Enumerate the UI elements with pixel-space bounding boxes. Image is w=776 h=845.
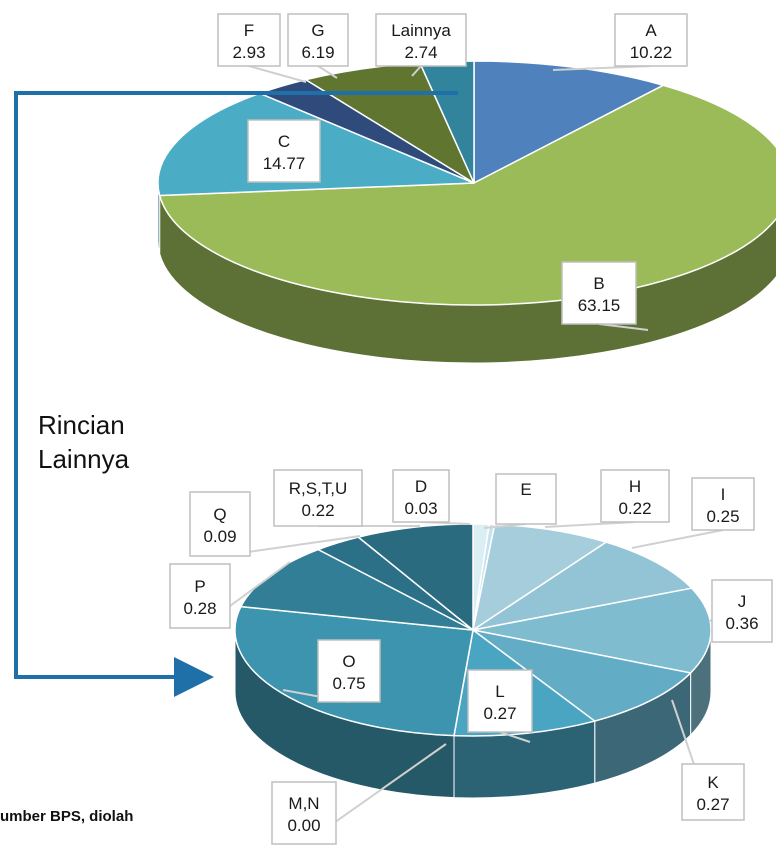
top-pie-label-name-lainnya: Lainnya	[391, 21, 451, 40]
bottom-pie-label-box-l	[467, 669, 533, 733]
bottom-pie-label-value-o: 0.75	[332, 674, 365, 693]
bottom-pie-label-name-i: I	[721, 485, 726, 504]
top-pie-label-box-f	[217, 13, 281, 67]
bottom-pie-slice-k	[472, 629, 692, 722]
top-pie-label-a: A 10.22	[552, 13, 688, 71]
top-pie-label-lainnya: Lainnya 2.74	[375, 13, 467, 77]
top-pie-label-name-g: G	[311, 21, 324, 40]
bottom-pie-label-box-h	[600, 469, 670, 523]
bottom-pie-label-name-q: Q	[213, 505, 226, 524]
bottom-pie-label-value-d: 0.03	[404, 499, 437, 518]
bottom-pie-label-name-j: J	[738, 592, 747, 611]
bottom-pie-label-i: I 0.25	[631, 477, 755, 549]
bottom-pie-label-value-m-n: 0.00	[287, 816, 320, 835]
bottom-pie-label-r-s-t-u: R,S,T,U 0.22	[273, 469, 420, 527]
top-pie-label-box-a	[614, 13, 688, 67]
bottom-pie-leader-h	[544, 521, 636, 528]
top-pie-slice-a	[473, 60, 665, 184]
bottom-pie-label-name-p: P	[194, 577, 205, 596]
top-pie-label-name-c: C	[278, 132, 290, 151]
bottom-pie-label-box-m-n	[271, 781, 337, 845]
bottom-pie-label-q: Q 0.09	[189, 491, 361, 557]
top-pie-label-value-lainnya: 2.74	[404, 43, 437, 62]
annotation-line-2: Lainnya	[38, 444, 130, 474]
rincian-lainnya-annotation: Rincian Lainnya	[38, 408, 129, 476]
top-pie-leader-f	[248, 65, 307, 83]
bottom-pie-label-d: D 0.03	[392, 469, 471, 525]
bottom-pie-label-box-p	[169, 563, 231, 629]
bottom-pie-label-value-j: 0.36	[725, 614, 758, 633]
bottom-pie-chart: D 0.03 E H 0.22 I 0.25 J 0.36 K 0.27 L 0.27 M,N 0.00 O 0…	[169, 469, 773, 845]
top-pie-chart: A 10.22 B 63.15 C 14.77 F 2.93 G 6.19 Lainnya 2.74	[157, 13, 776, 364]
bottom-pie-label-value-q: 0.09	[203, 527, 236, 546]
bottom-pie-label-value-p: 0.28	[183, 599, 216, 618]
bottom-pie-label-name-k: K	[707, 773, 719, 792]
top-pie-label-value-a: 10.22	[630, 43, 673, 62]
bottom-pie-label-h: H 0.22	[544, 469, 670, 528]
bottom-pie-label-e: E	[483, 473, 557, 529]
bottom-pie-leader-i	[631, 529, 724, 549]
bottom-pie-label-value-r-s-t-u: 0.22	[301, 501, 334, 520]
bottom-pie-label-box-i	[691, 477, 755, 531]
bottom-pie-label-box-e	[495, 473, 557, 525]
top-pie-label-box-b	[561, 261, 637, 325]
bottom-pie-label-name-l: L	[495, 682, 504, 701]
top-pie-label-name-a: A	[645, 21, 657, 40]
bottom-pie-label-o: O 0.75	[282, 639, 381, 703]
top-pie-label-value-g: 6.19	[301, 43, 334, 62]
top-pie-leader-b	[598, 323, 649, 331]
bottom-pie-label-name-h: H	[629, 477, 641, 496]
bottom-pie-label-value-l: 0.27	[483, 704, 516, 723]
bottom-pie-label-value-i: 0.25	[706, 507, 739, 526]
top-pie-leader-lainnya	[411, 65, 422, 77]
top-pie-label-f: F 2.93	[217, 13, 307, 83]
bottom-pie-label-m-n: M,N 0.00	[271, 743, 447, 845]
bottom-pie-label-name-r-s-t-u: R,S,T,U	[289, 479, 348, 498]
bottom-pie-label-name-e: E	[520, 480, 531, 499]
top-pie-label-b: B 63.15	[561, 261, 649, 331]
lainnya-connector-arrow	[14, 91, 458, 697]
top-pie-leader-g	[317, 65, 338, 79]
bottom-pie-leader-l	[499, 731, 531, 743]
bottom-pie-label-name-d: D	[415, 477, 427, 496]
bottom-pie-label-box-d	[392, 469, 450, 523]
bottom-pie-label-box-k	[681, 763, 745, 821]
bottom-pie-slice-j	[472, 587, 712, 674]
bottom-pie-label-p: P 0.28	[169, 561, 291, 629]
bottom-pie-label-box-r-s-t-u	[273, 469, 363, 527]
top-pie-label-value-c: 14.77	[263, 154, 306, 173]
bottom-pie-label-value-h: 0.22	[618, 499, 651, 518]
bottom-pie-label-k: K 0.27	[671, 699, 745, 821]
top-pie-label-c: C 14.77	[247, 119, 321, 183]
bottom-pie-label-box-j	[711, 579, 773, 643]
bottom-pie-label-box-q	[189, 491, 251, 557]
bottom-pie-label-name-o: O	[342, 652, 355, 671]
top-pie-label-box-g	[287, 13, 349, 67]
top-pie-label-value-b: 63.15	[578, 296, 621, 315]
top-pie-label-g: G 6.19	[287, 13, 349, 79]
bottom-pie-label-l: L 0.27	[467, 669, 533, 743]
top-pie-label-box-lainnya	[375, 13, 467, 67]
source-note: umber BPS, diolah	[0, 808, 134, 825]
bottom-pie-label-value-k: 0.27	[696, 795, 729, 814]
top-pie-label-value-f: 2.93	[232, 43, 265, 62]
bottom-pie-label-box-o	[317, 639, 381, 703]
top-pie-label-name-f: F	[244, 21, 254, 40]
bottom-pie-slice-p	[240, 548, 474, 631]
bottom-pie-label-name-m-n: M,N	[288, 794, 319, 813]
bottom-pie-label-j: J 0.36	[709, 579, 773, 643]
top-pie-label-name-b: B	[593, 274, 604, 293]
annotation-line-1: Rincian	[38, 410, 125, 440]
bottom-pie-slice-i	[472, 541, 693, 631]
top-pie-label-box-c	[247, 119, 321, 183]
